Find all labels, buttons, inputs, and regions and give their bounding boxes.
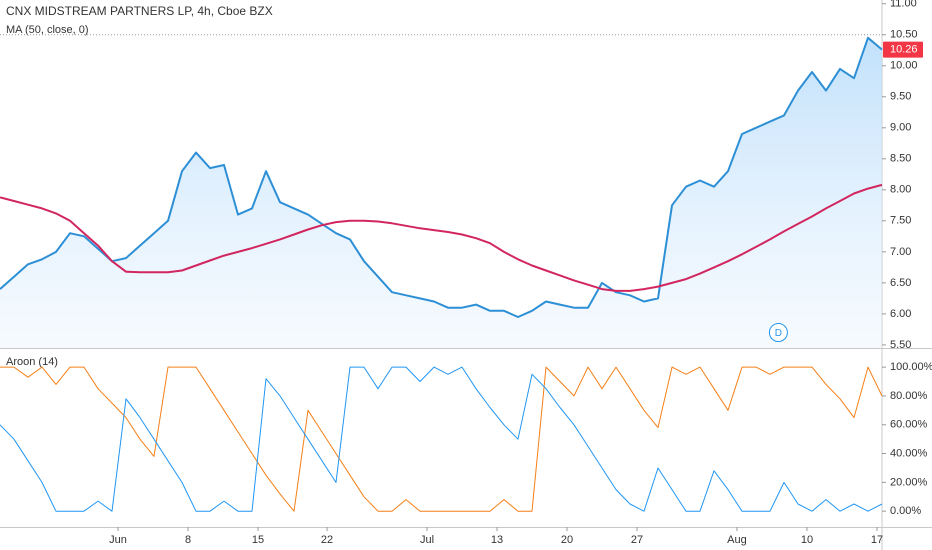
x-tick-label: 22 [321,534,333,546]
y-tick-label: 6.00 [890,308,911,320]
x-tick-label: Jul [420,534,434,546]
y-tick-label: 100.00% [890,361,932,373]
y-tick-label: 20.00% [890,476,928,488]
y-tick-label: 80.00% [890,390,928,402]
x-tick-label: Jun [109,534,127,546]
x-tick-label: 13 [491,534,503,546]
y-tick-label: 8.00 [890,184,911,196]
x-tick-label: 15 [252,534,264,546]
x-tick-label: Aug [727,534,747,546]
indicator-label: MA (50, close, 0) [6,24,89,36]
event-label: D [775,328,782,339]
y-tick-label: 9.50 [890,91,911,103]
y-tick-label: 11.00 [890,0,917,10]
x-tick-label: 20 [561,534,573,546]
x-tick-label: 10 [801,534,813,546]
y-tick-label: 9.00 [890,122,911,134]
x-tick-label: 27 [631,534,643,546]
y-tick-label: 10.50 [890,29,918,41]
y-tick-label: 7.50 [890,215,911,227]
y-tick-label: 7.00 [890,246,911,258]
chart: CNX MIDSTREAM PARTNERS LP, 4h, Cboe BZX … [0,0,932,550]
series-line [0,367,882,511]
series-line [0,367,882,511]
y-tick-label: 5.50 [890,339,911,351]
last-price-label: 10.26 [890,44,918,56]
price-area [0,38,882,348]
indicator-label: Aroon (14) [6,356,58,368]
y-tick-label: 10.00 [890,60,918,72]
x-tick-label: 8 [185,534,191,546]
y-tick-label: 6.50 [890,277,911,289]
chart-title: CNX MIDSTREAM PARTNERS LP, 4h, Cboe BZX [6,4,273,18]
y-tick-label: 60.00% [890,419,928,431]
y-tick-label: 8.50 [890,153,911,165]
y-tick-label: 40.00% [890,447,928,459]
y-tick-label: 0.00% [890,505,921,517]
x-tick-label: 17 [871,534,883,546]
